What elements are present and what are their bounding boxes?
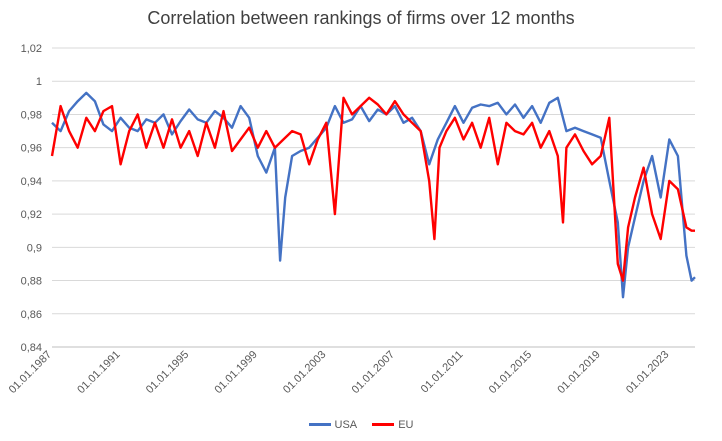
legend-label-usa: USA bbox=[334, 418, 358, 431]
x-tick-label: 01.01.2011 bbox=[419, 349, 466, 396]
legend-label-eu: EU bbox=[398, 418, 414, 431]
y-tick-label: 0,86 bbox=[21, 309, 42, 321]
y-tick-label: 1 bbox=[36, 76, 42, 88]
x-tick-label: 01.01.1991 bbox=[75, 349, 122, 396]
legend-item-eu: EU bbox=[372, 419, 413, 431]
series-line-eu bbox=[50, 96, 695, 282]
chart-title: Correlation between rankings of firms ov… bbox=[147, 8, 575, 28]
x-tick-label: 01.01.2023 bbox=[624, 349, 671, 396]
y-tick-label: 0,96 bbox=[21, 143, 42, 155]
x-tick-label: 01.01.1987 bbox=[7, 349, 54, 396]
y-tick-label: 0,88 bbox=[21, 276, 42, 288]
y-tick-label: 0,94 bbox=[21, 176, 42, 188]
legend-swatch-eu bbox=[372, 423, 395, 426]
x-tick-label: 01.01.2007 bbox=[350, 349, 397, 396]
x-tick-label: 01.01.1999 bbox=[212, 349, 259, 396]
y-tick-label: 0,92 bbox=[21, 209, 42, 221]
legend: USA EU bbox=[0, 417, 722, 431]
x-tick-label: 01.01.2015 bbox=[487, 349, 534, 396]
y-tick-label: 0,84 bbox=[21, 342, 42, 354]
legend-swatch-usa bbox=[308, 423, 331, 426]
y-tick-label: 1,02 bbox=[21, 43, 42, 55]
x-tick-label: 01.01.1995 bbox=[144, 349, 191, 396]
x-tick-label: 01.01.2019 bbox=[555, 349, 602, 396]
series-line-usa bbox=[51, 91, 696, 299]
y-tick-label: 0,98 bbox=[21, 109, 42, 121]
x-tick-label: 01.01.2003 bbox=[281, 349, 328, 396]
y-tick-label: 0,9 bbox=[27, 242, 42, 254]
legend-item-usa: USA bbox=[308, 418, 358, 431]
